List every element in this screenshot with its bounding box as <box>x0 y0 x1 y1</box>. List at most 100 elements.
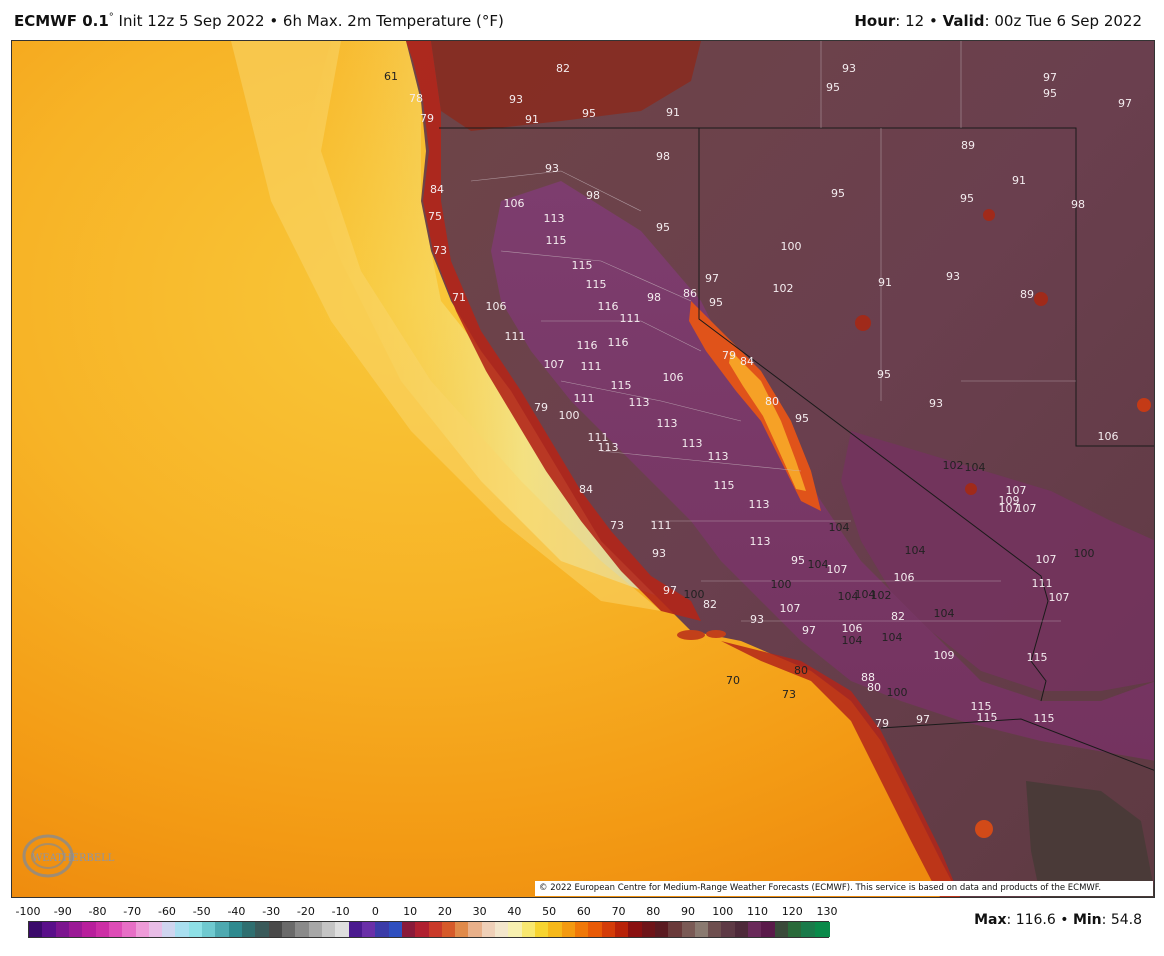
temperature-label: 84 <box>430 183 444 196</box>
title-text: Init 12z 5 Sep 2022 • 6h Max. 2m Tempera… <box>113 12 504 30</box>
scale-color-segment <box>162 922 178 937</box>
temperature-label: 115 <box>586 278 607 291</box>
scale-color-segment <box>361 922 377 937</box>
scale-color-segment <box>388 922 404 937</box>
scale-color-segment <box>135 922 151 937</box>
scale-color-segment <box>721 922 737 937</box>
scale-color-segment <box>82 922 98 937</box>
scale-color-segment <box>521 922 537 937</box>
min-value: : 54.8 <box>1101 912 1142 928</box>
temperature-label: 115 <box>1034 712 1055 725</box>
temperature-label: 98 <box>586 189 600 202</box>
temperature-label: 91 <box>878 276 892 289</box>
temperature-label: 97 <box>1118 97 1132 110</box>
hot-spot <box>965 483 977 495</box>
hot-spot <box>983 209 995 221</box>
scale-tick-label: 90 <box>681 905 696 918</box>
temperature-label: 115 <box>572 259 593 272</box>
temperature-label: 111 <box>651 519 672 532</box>
county-lines <box>470 41 1076 622</box>
temperature-label: 84 <box>740 355 754 368</box>
valid-value: : 00z Tue 6 Sep 2022 <box>984 12 1142 30</box>
temperature-map[interactable]: 61 82 93 91 95 91 93 95 97 95 97 78 79 98 89 91 93 98 95 95… <box>11 40 1155 898</box>
scale-color-segment <box>574 922 590 937</box>
scale-color-segment <box>295 922 311 937</box>
desert-hot-zone <box>841 431 1154 691</box>
scale-color-segment <box>202 922 218 937</box>
temperature-label: 97 <box>1043 71 1057 84</box>
scale-tick-label: 70 <box>611 905 626 918</box>
temperature-label: 86 <box>683 287 697 300</box>
central-valley-hot-zone <box>491 181 1154 761</box>
temperature-label: 107 <box>1049 591 1070 604</box>
temperature-label: 102 <box>943 459 964 472</box>
temperature-label: 97 <box>916 713 930 726</box>
channel-island <box>706 630 726 638</box>
temperature-label: 115 <box>611 379 632 392</box>
degree-mark: ° <box>108 12 114 23</box>
temperature-label: 79 <box>722 349 736 362</box>
temperature-label: 95 <box>1043 87 1057 100</box>
scale-color-segment <box>321 922 337 937</box>
scale-color-segment <box>215 922 231 937</box>
temperature-label: 115 <box>971 700 992 713</box>
temperature-label: 98 <box>1071 198 1085 211</box>
temperature-label: 73 <box>782 688 796 701</box>
state-border-ca-nv <box>698 128 1049 702</box>
scale-color-segment <box>561 922 577 937</box>
temperature-label: 61 <box>384 70 398 83</box>
scale-tick-label: 80 <box>646 905 661 918</box>
temperature-label: 115 <box>1027 651 1048 664</box>
temperature-label: 75 <box>428 210 442 223</box>
temperature-label: 100 <box>771 578 792 591</box>
scale-tick-label: -90 <box>53 905 72 918</box>
temperature-label: 111 <box>505 330 526 343</box>
temperature-label: 106 <box>504 197 525 210</box>
temperature-label: 113 <box>598 441 619 454</box>
scale-color-segment <box>348 922 364 937</box>
scale-color-segment <box>468 922 484 937</box>
temperature-label: 104 <box>842 634 863 647</box>
scale-tick-label: -70 <box>123 905 142 918</box>
scale-color-segment <box>375 922 391 937</box>
scale-color-segment <box>188 922 204 937</box>
temperature-label: 102 <box>871 589 892 602</box>
scale-tick-label: -30 <box>262 905 281 918</box>
scale-color-segment <box>495 922 510 937</box>
temperature-label: 115 <box>546 234 567 247</box>
scale-tick-label: 10 <box>403 905 418 918</box>
map-title: ECMWF 0.1° Init 12z 5 Sep 2022 • 6h Max.… <box>14 12 504 30</box>
scale-color-segment <box>282 922 297 937</box>
temperature-label: 93 <box>929 397 943 410</box>
temperature-label: 111 <box>588 431 609 444</box>
temperature-label: 102 <box>773 282 794 295</box>
temperature-label: 79 <box>534 401 548 414</box>
temperature-label: 95 <box>826 81 840 94</box>
scale-color-segment <box>335 922 351 937</box>
temperature-label: 93 <box>750 613 764 626</box>
scale-color-segment <box>788 922 803 937</box>
temperature-label: 95 <box>709 296 723 309</box>
temperature-label: 104 <box>934 607 955 620</box>
hot-spot <box>1034 292 1048 306</box>
scale-tick-label: -20 <box>296 905 315 918</box>
logo-text: WEATHERBELL <box>32 853 115 864</box>
scale-color-segment <box>95 922 111 937</box>
scale-color-segment <box>108 922 124 937</box>
temperature-label: 95 <box>831 187 845 200</box>
scale-color-segment <box>29 922 44 937</box>
temperature-label: 104 <box>965 461 986 474</box>
temperature-label: 98 <box>647 291 661 304</box>
temperature-label: 107 <box>780 602 801 615</box>
temperature-label: 73 <box>610 519 624 532</box>
temperature-label: 93 <box>545 162 559 175</box>
temperature-label: 97 <box>705 272 719 285</box>
temperature-label: 95 <box>877 368 891 381</box>
scale-color-segment <box>508 922 524 937</box>
scale-color-segment <box>122 922 138 937</box>
state-border-north <box>439 127 1154 447</box>
temperature-label: 107 <box>827 563 848 576</box>
scale-color-segment <box>654 922 670 937</box>
max-label: Max <box>974 912 1007 928</box>
